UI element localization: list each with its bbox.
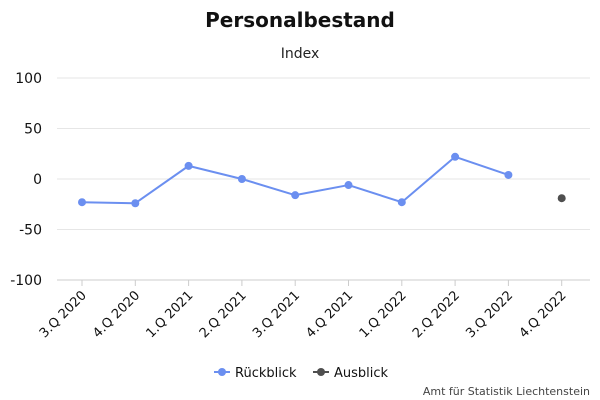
x-tick-label: 4.Q 2021	[303, 288, 356, 341]
chart-title: Personalbestand	[205, 8, 395, 32]
legend-label: Ausblick	[334, 366, 389, 381]
data-point[interactable]	[237, 175, 246, 183]
x-tick-label: 2.Q 2022	[410, 288, 463, 341]
gridlines	[57, 77, 590, 281]
data-point[interactable]	[78, 198, 86, 207]
legend-marker	[218, 368, 226, 376]
data-point[interactable]	[131, 199, 140, 208]
data-point[interactable]	[504, 170, 513, 179]
x-tick-label: 3.Q 2021	[250, 288, 303, 341]
chart-subtitle: Index	[281, 46, 320, 62]
legend-item[interactable]: Ausblick	[313, 366, 389, 381]
x-tick-label: 3.Q 2022	[463, 288, 516, 341]
y-tick-label: 50	[24, 122, 42, 138]
y-tick-label: -100	[10, 273, 42, 289]
data-point[interactable]	[557, 194, 566, 203]
x-tick-label: 1.Q 2022	[357, 288, 410, 341]
y-tick-label: 100	[15, 71, 42, 87]
series-group	[78, 152, 566, 208]
x-tick-label: 2.Q 2021	[197, 288, 250, 341]
x-tick-label: 4.Q 2020	[90, 288, 143, 341]
x-axis: 3.Q 2020 4.Q 2020 1.Q 2021 2.Q 2021 3.Q 2021…	[37, 280, 570, 341]
legend-marker	[317, 368, 325, 376]
y-tick-label: -50	[19, 223, 42, 239]
y-tick-label: 0	[33, 172, 42, 188]
data-point[interactable]	[344, 181, 353, 190]
x-tick-label: 4.Q 2022	[517, 288, 570, 341]
data-point[interactable]	[397, 198, 406, 207]
credit-text: Amt für Statistik Liechtenstein	[423, 385, 590, 398]
legend-item[interactable]: Rückblick	[214, 366, 297, 381]
data-point[interactable]	[291, 191, 300, 200]
data-point[interactable]	[184, 161, 193, 170]
data-point[interactable]	[451, 152, 460, 161]
x-tick-label: 1.Q 2021	[143, 288, 196, 341]
x-tick-label: 3.Q 2020	[37, 288, 90, 341]
y-axis: 100 50 0 -50 -100	[10, 71, 42, 289]
legend-label: Rückblick	[235, 366, 297, 381]
legend[interactable]: Rückblick Ausblick	[214, 366, 389, 381]
